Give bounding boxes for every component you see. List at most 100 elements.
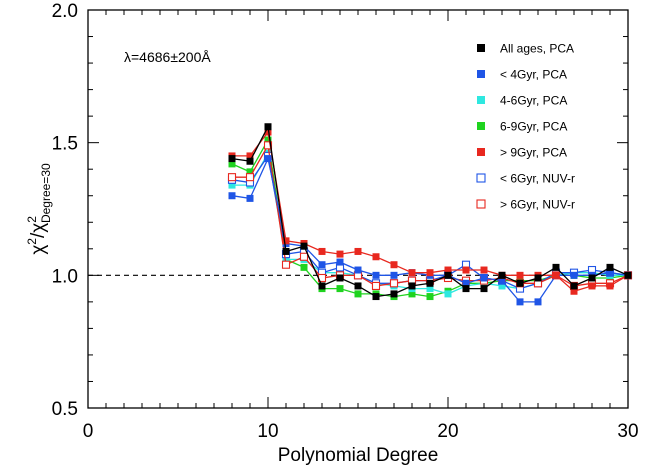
- data-point: [336, 258, 344, 266]
- data-point: [228, 155, 236, 163]
- y-label-slash: /: [28, 232, 49, 238]
- data-point: [282, 247, 290, 255]
- data-point: [300, 242, 308, 250]
- data-point: [264, 128, 272, 136]
- data-point: [570, 287, 578, 295]
- data-point: [408, 282, 416, 290]
- legend-label: 4-6Gyr, PCA: [500, 94, 567, 108]
- legend-item: 6-9Gyr, PCA: [477, 120, 567, 134]
- data-point: [372, 293, 380, 301]
- data-point: [426, 285, 434, 293]
- y-tick-label: 1.5: [52, 134, 78, 155]
- data-point: [498, 282, 506, 290]
- legend-item: 4-6Gyr, PCA: [477, 94, 567, 108]
- data-point: [462, 266, 470, 274]
- legend-item: < 4Gyr, PCA: [477, 68, 567, 82]
- data-point: [588, 282, 596, 290]
- y-label-sup2: 2: [25, 216, 39, 223]
- data-point: [318, 282, 326, 290]
- data-point: [336, 285, 344, 293]
- legend-marker: [477, 148, 485, 156]
- series-6: [227, 141, 633, 290]
- data-point: [299, 252, 309, 261]
- series-line: [232, 143, 629, 287]
- y-tick-label: 2.0: [52, 1, 78, 22]
- y-label-chi: χ: [28, 245, 49, 255]
- data-point: [372, 271, 380, 279]
- data-point: [246, 157, 254, 165]
- data-point: [245, 173, 255, 182]
- y-tick-label: 0.5: [52, 399, 78, 420]
- legend: All ages, PCA < 4Gyr, PCA 4-6Gyr, PCA 6-9Gy…: [476, 42, 575, 212]
- data-point: [228, 160, 236, 168]
- series-layer: [227, 123, 633, 306]
- data-point: [444, 290, 452, 298]
- data-point: [354, 290, 362, 298]
- data-point: [354, 282, 362, 290]
- data-point: [389, 279, 399, 288]
- data-point: [318, 247, 326, 255]
- tick-labels: 0 10 20 30 0.5 1.0 1.5 2.0: [52, 1, 639, 442]
- data-point: [624, 271, 632, 279]
- legend-marker: [477, 70, 485, 78]
- legend-label: All ages, PCA: [500, 42, 574, 56]
- data-point: [480, 266, 488, 274]
- x-axis-label: Polynomial Degree: [278, 445, 439, 466]
- annotation: λ=4686±200Å: [124, 49, 211, 65]
- data-point: [246, 168, 254, 176]
- data-point: [552, 271, 560, 279]
- data-point: [570, 282, 578, 290]
- data-point: [390, 290, 398, 298]
- legend-marker: [477, 96, 485, 104]
- data-point: [534, 298, 542, 306]
- x-tick-label: 0: [83, 421, 94, 442]
- data-point: [282, 255, 290, 263]
- x-tick-label: 20: [437, 421, 458, 442]
- data-point: [426, 279, 434, 287]
- data-point: [300, 263, 308, 271]
- data-point: [516, 279, 524, 287]
- data-point: [336, 274, 344, 282]
- legend-marker: [476, 173, 486, 183]
- data-point: [426, 293, 434, 301]
- data-point: [552, 263, 560, 271]
- y-axis-label: χ2/χ2Degree=30: [25, 163, 53, 255]
- data-point: [606, 282, 614, 290]
- x-tick-label: 10: [257, 421, 278, 442]
- data-point: [606, 269, 614, 277]
- data-point: [318, 261, 326, 269]
- data-point: [462, 285, 470, 293]
- data-point: [264, 136, 272, 144]
- data-point: [570, 271, 578, 279]
- data-point: [228, 181, 236, 189]
- data-point: [462, 279, 470, 287]
- data-point: [480, 274, 488, 282]
- legend-label: < 4Gyr, PCA: [500, 68, 567, 82]
- data-point: [263, 141, 273, 150]
- legend-marker: [477, 122, 485, 130]
- legend-item: > 9Gyr, PCA: [477, 146, 567, 160]
- data-point: [516, 271, 524, 279]
- data-point: [426, 269, 434, 277]
- legend-item: < 6Gyr, NUV-r: [476, 172, 575, 186]
- series-0: [228, 123, 632, 301]
- data-point: [588, 274, 596, 282]
- data-point: [228, 192, 236, 200]
- data-point: [606, 263, 614, 271]
- y-label-sub2: Degree=30: [39, 163, 53, 223]
- data-point: [354, 266, 362, 274]
- data-point: [264, 123, 272, 131]
- legend-label: > 9Gyr, PCA: [500, 146, 567, 160]
- legend-marker: [476, 199, 486, 209]
- y-tick-label: 1.0: [52, 266, 78, 287]
- data-point: [371, 281, 381, 290]
- data-point: [534, 274, 542, 282]
- data-point: [390, 271, 398, 279]
- legend-label: < 6Gyr, NUV-r: [500, 172, 575, 186]
- data-point: [390, 261, 398, 269]
- x-tick-label: 30: [617, 421, 638, 442]
- data-point: [498, 271, 506, 279]
- data-point: [281, 260, 291, 269]
- legend-item: All ages, PCA: [477, 42, 574, 56]
